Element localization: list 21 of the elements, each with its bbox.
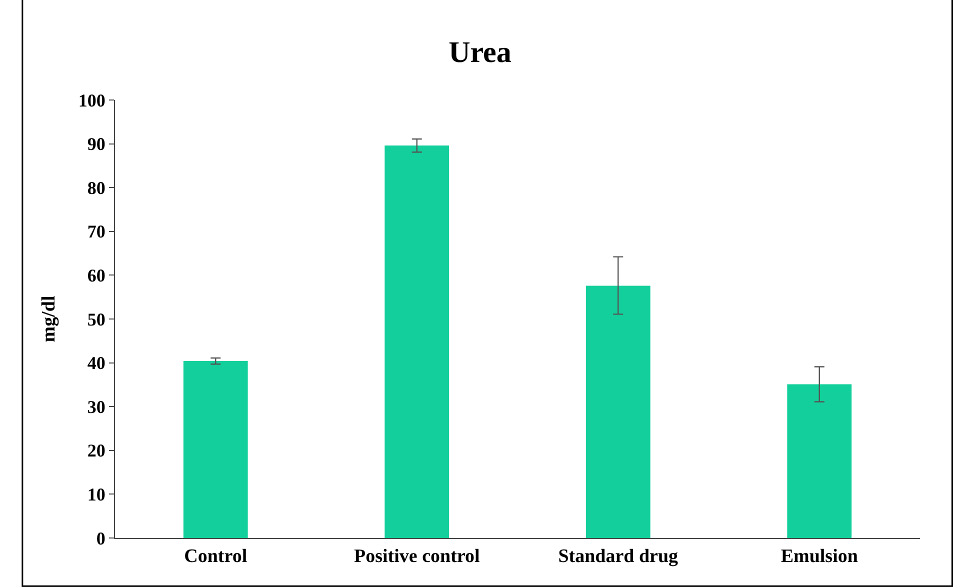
y-tick-label: 80 xyxy=(87,178,106,198)
bar xyxy=(384,146,450,538)
y-tick-label: 20 xyxy=(87,440,106,461)
y-axis-title: mg/dl xyxy=(38,296,60,342)
y-tick-label: 100 xyxy=(78,90,106,110)
y-tick-label: 90 xyxy=(87,134,106,154)
bar xyxy=(586,286,650,538)
x-tick-label: Emulsion xyxy=(780,546,858,567)
x-tick-label: Positive control xyxy=(354,546,480,567)
x-tick-label: Control xyxy=(184,546,248,567)
y-tick-label: 0 xyxy=(96,528,106,548)
y-tick-label: 50 xyxy=(87,309,106,330)
bar xyxy=(183,361,248,538)
y-tick-label: 60 xyxy=(87,266,106,286)
y-tick-label: 70 xyxy=(87,222,106,242)
bar xyxy=(787,384,852,538)
y-tick-label: 10 xyxy=(87,484,106,504)
y-tick-label: 30 xyxy=(87,396,106,417)
y-tick-label: 40 xyxy=(87,353,106,374)
chart-title: Urea xyxy=(448,36,512,70)
x-tick-label: Standard drug xyxy=(558,546,679,567)
